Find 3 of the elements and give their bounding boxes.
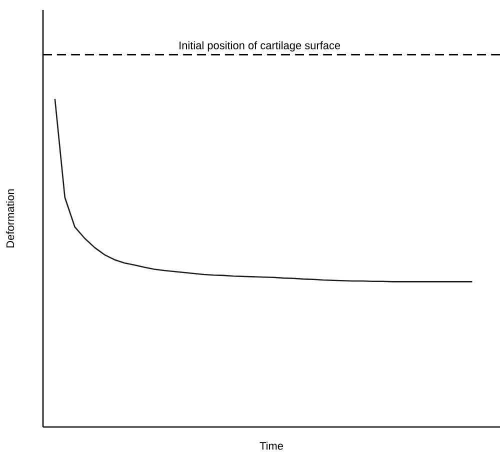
ref-line-label: Initial position of cartilage surface <box>180 41 340 52</box>
x-axis-title: Time <box>260 442 283 450</box>
y-axis-title: Deformation <box>6 189 14 248</box>
